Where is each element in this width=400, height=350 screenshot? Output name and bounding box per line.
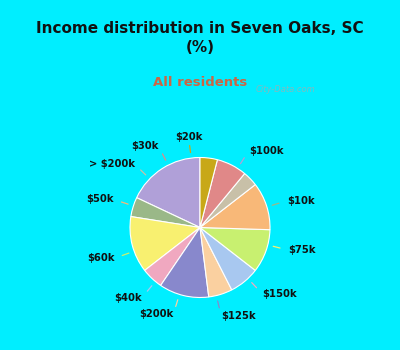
Text: $150k: $150k xyxy=(262,289,297,299)
Text: $10k: $10k xyxy=(287,196,315,206)
Text: $75k: $75k xyxy=(288,245,316,255)
Wedge shape xyxy=(200,228,270,271)
Text: $20k: $20k xyxy=(175,132,202,142)
Wedge shape xyxy=(137,158,200,228)
Wedge shape xyxy=(200,160,245,228)
Wedge shape xyxy=(200,174,255,228)
Wedge shape xyxy=(200,228,255,290)
Text: Income distribution in Seven Oaks, SC
(%): Income distribution in Seven Oaks, SC (%… xyxy=(36,21,364,55)
Text: $30k: $30k xyxy=(131,141,159,152)
Text: $40k: $40k xyxy=(114,293,142,303)
Wedge shape xyxy=(145,228,200,285)
Text: City-Data.com: City-Data.com xyxy=(255,85,315,94)
Wedge shape xyxy=(200,158,218,228)
Text: $60k: $60k xyxy=(87,253,114,263)
Text: > $200k: > $200k xyxy=(89,159,135,169)
Text: $100k: $100k xyxy=(249,146,283,156)
Text: All residents: All residents xyxy=(153,76,247,89)
Text: $50k: $50k xyxy=(86,194,114,204)
Wedge shape xyxy=(200,228,232,297)
Wedge shape xyxy=(131,198,200,228)
Wedge shape xyxy=(161,228,209,298)
Text: $125k: $125k xyxy=(221,311,256,321)
Wedge shape xyxy=(200,184,270,230)
Wedge shape xyxy=(130,217,200,271)
Text: $200k: $200k xyxy=(139,309,173,320)
